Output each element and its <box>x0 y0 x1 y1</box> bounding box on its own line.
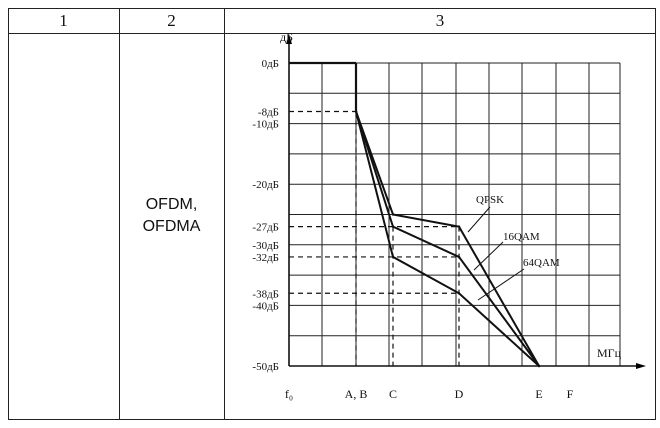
series-leader-16qam <box>473 241 504 271</box>
series-label-qpsk: QPSK <box>476 194 504 206</box>
x-tick-label: D <box>455 387 464 401</box>
x-axis-arrow <box>636 363 646 369</box>
series-point-64qam <box>391 255 395 259</box>
series-point-qpsk <box>391 213 395 216</box>
technology-line-1: OFDM, <box>145 196 198 213</box>
y-tick-label: -8дБ <box>258 106 279 118</box>
header-divider <box>8 33 656 34</box>
y-tick-label: 0дБ <box>262 58 279 70</box>
x-axis-title: МГц <box>597 346 622 360</box>
x-tick-label: E <box>535 387 542 401</box>
x-tick-label: f₀ <box>285 387 293 401</box>
y-axis-arrow <box>286 34 292 44</box>
series-point-64qam <box>457 292 461 295</box>
y-tick-label: -27дБ <box>252 222 279 234</box>
y-tick-label: -10дБ <box>252 119 279 131</box>
y-tick-label: -50дБ <box>252 361 279 373</box>
series-point-64qam <box>537 364 541 368</box>
y-tick-label: -30дБ <box>252 240 279 252</box>
series-label-16qam: 16QAM <box>503 231 540 243</box>
column-header-2: 2 <box>167 11 176 30</box>
series-line-qpsk <box>355 111 540 367</box>
x-tick-label: F <box>567 387 574 401</box>
column-header-1: 1 <box>59 11 68 30</box>
series-leader-qpsk <box>467 206 491 233</box>
column-divider-2 <box>224 8 225 420</box>
table-frame <box>8 8 656 420</box>
y-tick-label: -20дБ <box>252 179 279 191</box>
y-tick-label: -40дБ <box>252 300 279 312</box>
technology-label: OFDM, OFDMA <box>119 194 224 238</box>
series-point-64qam <box>354 110 358 113</box>
y-tick-label: -38дБ <box>252 288 279 300</box>
series-point-16qam <box>457 255 461 259</box>
series-leader-64qam <box>477 268 525 301</box>
series-line-64qam <box>355 111 540 367</box>
series-point-qpsk <box>457 225 461 228</box>
series-label-64qam: 64QAM <box>523 257 560 269</box>
y-axis-title: дБ <box>280 30 293 44</box>
y-tick-label: -32дБ <box>252 252 279 264</box>
x-tick-label: C <box>389 387 397 401</box>
series-line-16qam <box>355 111 540 367</box>
x-tick-label: A, B <box>345 387 368 401</box>
column-divider-1 <box>119 8 120 420</box>
series-point-16qam <box>391 225 395 228</box>
technology-line-2: OFDMA <box>142 218 201 235</box>
column-header-3: 3 <box>435 11 445 30</box>
